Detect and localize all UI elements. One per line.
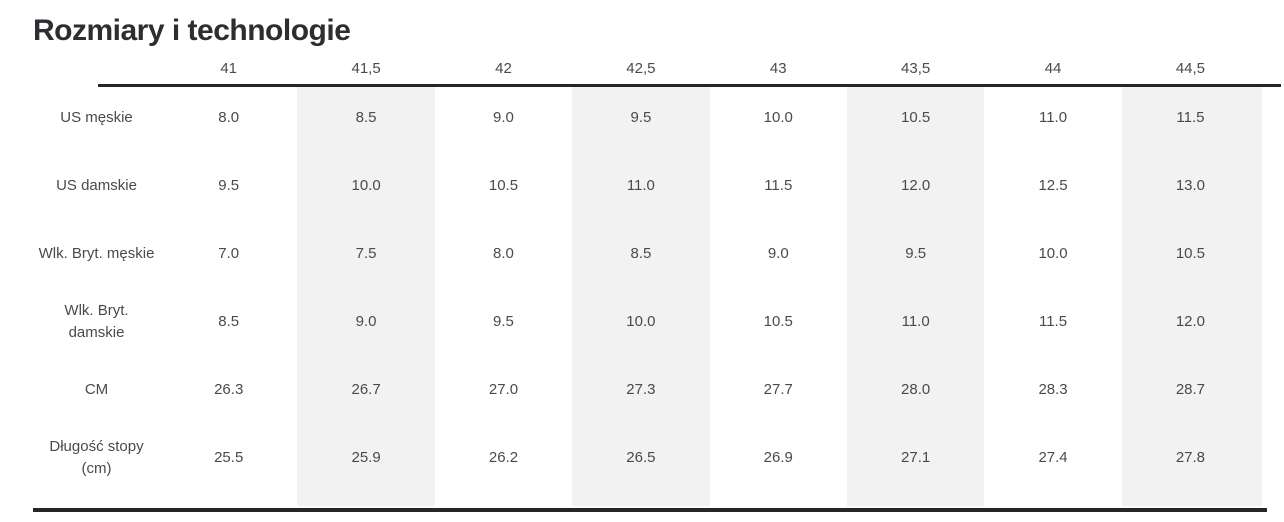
size-value-cell: 11.0: [1038, 109, 1068, 126]
size-value-cell: 27.3: [626, 381, 656, 398]
size-value-cell: 26.9: [763, 449, 793, 466]
column-stripe: [847, 87, 985, 506]
size-value-cell: 11.5: [1176, 109, 1205, 126]
size-value-cell: 10.0: [1038, 245, 1068, 262]
size-value-cell: 27.7: [763, 381, 793, 398]
size-value-cell: 27.4: [1038, 449, 1068, 466]
size-column-header: 44,5: [1175, 59, 1206, 77]
size-value-cell: 26.5: [626, 449, 656, 466]
row-label: CM: [84, 381, 109, 398]
size-value-cell: 25.9: [351, 449, 381, 466]
size-value-cell: 7.5: [355, 245, 377, 262]
size-value-cell: 11.0: [626, 177, 655, 194]
row-label: US damskie: [56, 177, 137, 194]
size-column-header: 41: [220, 59, 238, 77]
size-value-cell: 9.5: [218, 177, 240, 194]
size-value-cell: 7.0: [218, 245, 240, 262]
column-stripe: [297, 87, 435, 506]
size-value-cell: 10.0: [626, 313, 656, 330]
size-value-cell: 28.7: [1175, 381, 1206, 398]
size-value-cell: 11.5: [1038, 313, 1068, 330]
size-value-cell: 27.8: [1175, 449, 1206, 466]
size-value-cell: 26.3: [214, 381, 244, 398]
size-value-cell: 12.0: [901, 177, 931, 194]
size-value-cell: 9.5: [493, 313, 514, 330]
size-value-cell: 10.5: [901, 109, 931, 126]
row-label: Wlk. Bryt. damskie: [64, 302, 129, 341]
size-value-cell: 8.5: [218, 313, 240, 330]
size-value-cell: 8.0: [218, 109, 240, 126]
size-value-cell: 8.0: [493, 245, 514, 262]
size-column-header: 42,5: [626, 59, 656, 77]
row-label: Długość stopy (cm): [49, 438, 144, 477]
size-value-cell: 9.5: [905, 245, 927, 262]
size-value-cell: 25.5: [214, 449, 244, 466]
column-stripe: [1121, 87, 1262, 506]
size-value-cell: 27.0: [488, 381, 519, 398]
size-column-header: 43: [769, 59, 787, 77]
size-column-header: 42: [495, 59, 512, 77]
size-value-cell: 28.3: [1038, 381, 1068, 398]
column-stripe: [572, 87, 710, 506]
size-value-cell: 10.0: [763, 109, 793, 126]
size-value-cell: 11.0: [901, 313, 930, 330]
size-value-cell: 10.0: [351, 177, 381, 194]
size-column-header: 44: [1044, 59, 1062, 77]
size-value-cell: 28.0: [901, 381, 931, 398]
size-value-cell: 10.5: [488, 177, 519, 194]
size-header-row: 41 41,5 42 42,5 43 43,5 44 44,5: [33, 52, 1259, 84]
header-divider: [98, 84, 1281, 87]
page-title: Rozmiary i technologie: [33, 14, 351, 47]
row-label: Wlk. Bryt. męskie: [38, 245, 155, 262]
size-value-cell: 9.0: [355, 313, 377, 330]
size-value-cell: 13.0: [1175, 177, 1206, 194]
size-column-header: 43,5: [901, 59, 931, 77]
size-value-cell: 9.5: [630, 109, 652, 126]
size-value-cell: 11.5: [764, 177, 793, 194]
size-value-cell: 8.5: [630, 245, 652, 262]
size-value-cell: 27.1: [901, 449, 931, 466]
size-value-cell: 26.2: [488, 449, 519, 466]
size-value-cell: 9.0: [767, 245, 789, 262]
size-value-cell: 10.5: [763, 313, 793, 330]
size-value-cell: 12.0: [1175, 313, 1206, 330]
size-table-body: US męskie 8.0 8.5 9.0 9.5 10.0 10.5 11.0…: [33, 84, 1259, 492]
size-value-cell: 9.0: [493, 109, 514, 126]
size-value-cell: 26.7: [351, 381, 381, 398]
size-value-cell: 12.5: [1038, 177, 1068, 194]
size-value-cell: 8.5: [355, 109, 377, 126]
size-column-header: 41,5: [351, 59, 381, 77]
bottom-divider: [33, 508, 1267, 512]
size-value-cell: 10.5: [1175, 245, 1206, 262]
row-label: US męskie: [60, 109, 133, 126]
